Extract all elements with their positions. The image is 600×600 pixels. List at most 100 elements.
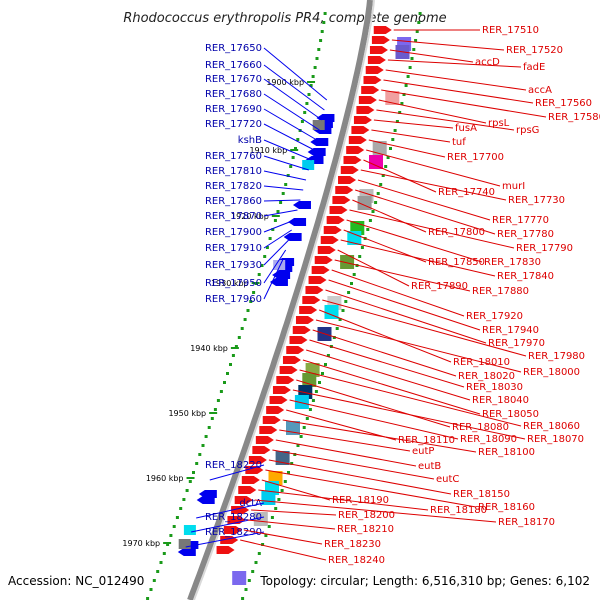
forward-gene-arrow [299, 306, 318, 314]
scale-dot [322, 21, 326, 24]
forward-strand-labels: RER_17510 RER_17520 accD fadE accA RER_17560 R… [240, 25, 600, 566]
track-dot [338, 318, 342, 321]
track-dot [386, 156, 390, 159]
reverse-domain-block [302, 160, 315, 170]
reverse-gene-arrow [292, 201, 311, 209]
forward-gene-arrow [286, 346, 305, 354]
scale-dot [271, 228, 275, 231]
scale-dot [323, 12, 327, 15]
genome-backbone [187, 0, 375, 600]
right-leader-line [251, 509, 337, 516]
left-gene-label: RER_17760 [205, 151, 262, 162]
scale-dot [317, 48, 321, 51]
right-gene-label: RER_17700 [447, 152, 504, 163]
scale-dot [149, 588, 153, 591]
left-gene-label: RER_17910 [205, 243, 262, 254]
scale-dot [237, 336, 241, 339]
scale-dot [162, 552, 166, 555]
right-leader-line [331, 269, 465, 317]
forward-gene-arrow [238, 486, 257, 494]
track-dot [332, 336, 336, 339]
right-gene-label: fusA [455, 123, 477, 134]
scale-dot [156, 570, 160, 573]
forward-gene-arrow [305, 286, 324, 294]
forward-gene-arrow [311, 266, 330, 274]
right-leader-line [357, 179, 491, 221]
right-gene-label: RER_18100 [478, 447, 535, 458]
right-leader-line [247, 519, 336, 530]
track-dot [283, 480, 287, 483]
forward-gene-arrow [348, 136, 367, 144]
right-leader-line [368, 139, 446, 158]
forward-gene-arrow [314, 256, 333, 264]
forward-gene-arrow [351, 126, 370, 134]
left-gene-label: RER_17660 [205, 60, 262, 71]
reverse-gene-arrow [269, 278, 288, 286]
track-dot [379, 183, 383, 186]
forward-gene-arrow [269, 396, 288, 404]
left-leader-line [263, 170, 307, 181]
track-dot [251, 570, 255, 573]
left-leader-line [209, 464, 265, 481]
domain-block [324, 305, 339, 319]
track-dot [326, 354, 330, 357]
reverse-domain-block [273, 260, 286, 270]
left-gene-label: RER_17650 [205, 43, 262, 54]
forward-gene-arrow [241, 476, 260, 484]
right-gene-label: RER_17840 [497, 271, 554, 282]
kbp-label: 1950 kbp [168, 409, 206, 418]
track-dot [299, 435, 303, 438]
domain-block [340, 255, 355, 269]
right-gene-label: RER_18180 [430, 505, 487, 516]
right-gene-label: RER_17780 [497, 229, 554, 240]
scale-dot [188, 480, 192, 483]
forward-gene-arrow [356, 106, 375, 114]
left-gene-label: RER_17960 [205, 294, 262, 305]
track-dot [393, 129, 397, 132]
right-leader-line [325, 289, 487, 344]
track-dot [400, 102, 404, 105]
right-leader-line [240, 539, 327, 561]
track-dot [402, 93, 406, 96]
right-leader-line [328, 279, 481, 331]
left-leader-line [263, 139, 312, 161]
scale-dot [307, 93, 311, 96]
scale-dot [315, 57, 319, 60]
reverse-gene-arrow [307, 148, 326, 156]
scale-dot [257, 273, 261, 276]
scale-dot [172, 525, 176, 528]
right-gene-label: RER_18240 [328, 555, 385, 566]
scale-dot [216, 399, 220, 402]
right-leader-line [346, 219, 483, 263]
right-gene-label: eutC [436, 474, 459, 485]
scale-dot [319, 39, 323, 42]
right-leader-line [275, 439, 417, 467]
right-gene-label: RER_17850 [428, 257, 485, 268]
track-dot [305, 417, 309, 420]
forward-gene-arrow [358, 96, 377, 104]
reverse-gene-arrow [283, 233, 302, 241]
left-leader-line [263, 229, 292, 249]
left-leader-line [263, 64, 325, 111]
scale-dot [289, 165, 293, 168]
right-gene-label: RER_17520 [506, 45, 563, 56]
right-gene-label: RER_17790 [516, 243, 573, 254]
left-leader-line [263, 93, 320, 131]
kbp-label: 1960 kbp [146, 474, 184, 483]
right-leader-line [292, 389, 526, 440]
right-gene-label: accD [475, 57, 500, 68]
scale-dot [182, 498, 186, 501]
right-gene-label: RER_17510 [482, 25, 539, 36]
left-gene-label: RER_18220 [205, 460, 262, 471]
left-leader-line [263, 185, 304, 191]
track-dot [267, 525, 271, 528]
forward-gene-arrow [317, 246, 336, 254]
right-gene-label: RER_17980 [528, 351, 585, 362]
reverse-gene-arrow [272, 271, 291, 279]
track-dot [241, 597, 245, 600]
scale-dot [284, 183, 288, 186]
left-leader-line [263, 219, 295, 233]
right-leader-line [385, 69, 527, 91]
accession-text: Accession: NC_012490 [8, 574, 144, 588]
